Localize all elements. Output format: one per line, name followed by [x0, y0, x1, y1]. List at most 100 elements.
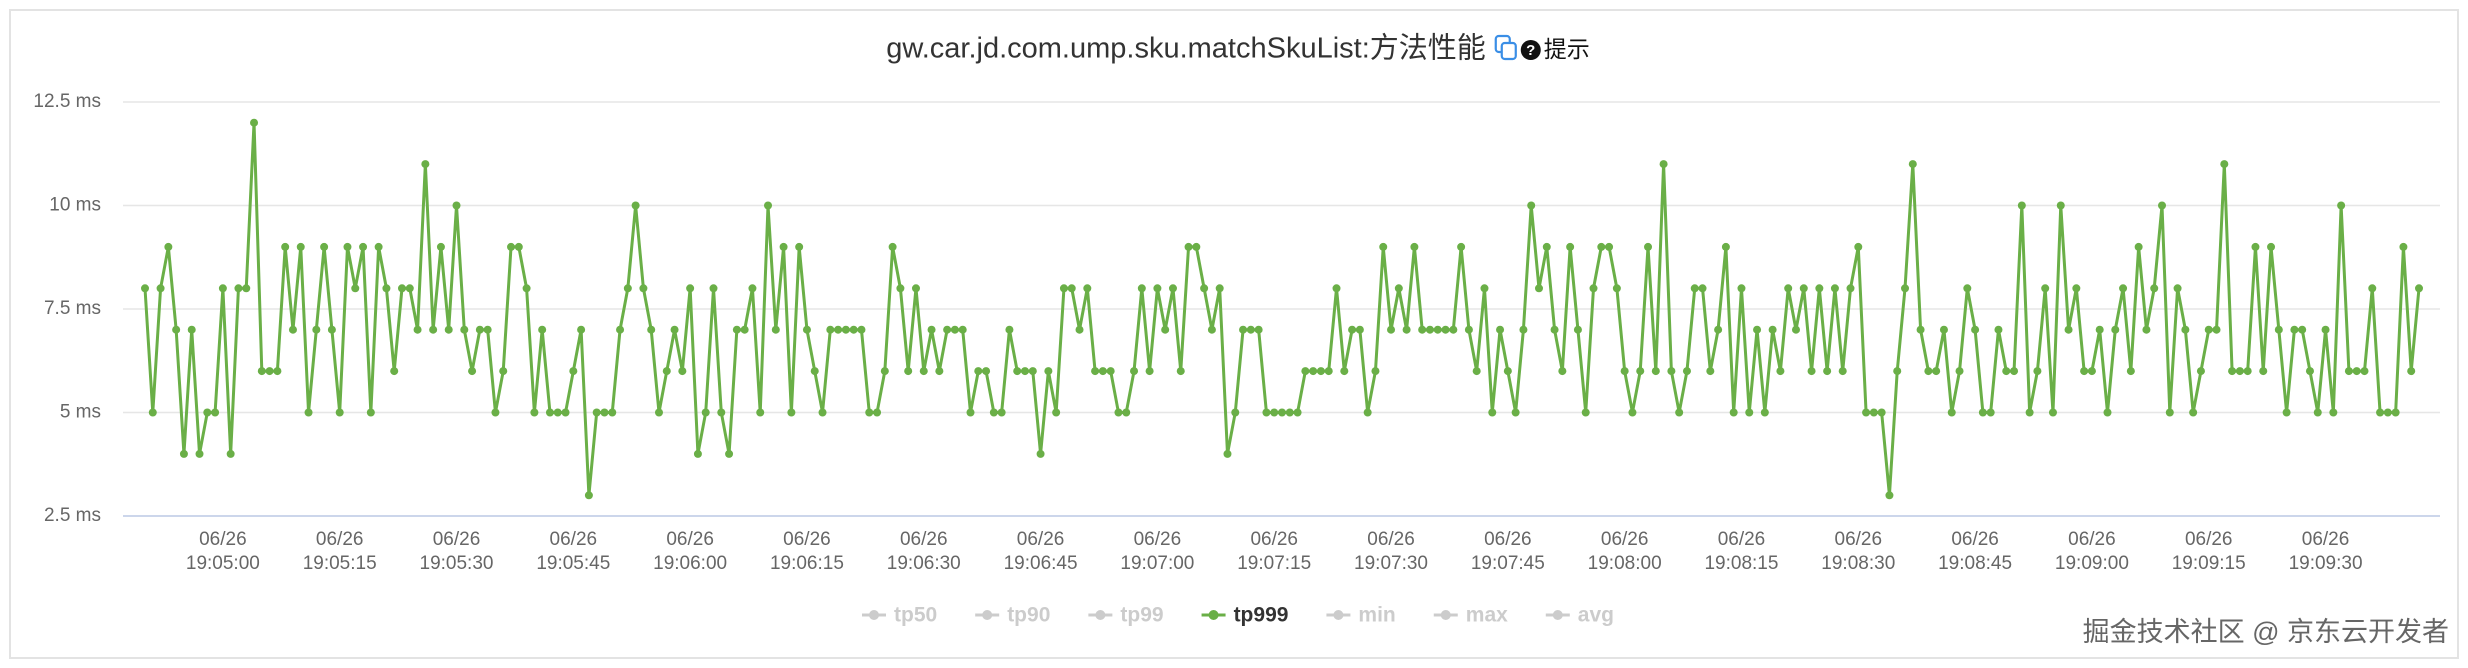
help-icon[interactable] [1520, 40, 1541, 60]
data-point [2134, 242, 2143, 251]
data-point [943, 325, 952, 334]
data-point [1901, 284, 1910, 293]
data-point [1192, 242, 1201, 251]
data-point [1013, 367, 1022, 376]
x-tick-label: 06/26 [900, 529, 948, 550]
x-tick-label: 06/26 [1718, 529, 1766, 550]
hint-label[interactable]: 提示 [1544, 36, 1590, 62]
data-point [2126, 367, 2135, 376]
data-point [623, 284, 632, 293]
legend-item[interactable]: tp50 [862, 604, 937, 627]
x-tick-label: 06/26 [783, 529, 831, 550]
y-tick-label: 12.5 ms [33, 91, 101, 112]
data-point [226, 449, 235, 458]
data-point [795, 242, 804, 251]
x-tick-label: 19:06:30 [887, 553, 961, 574]
data-point [1083, 284, 1092, 293]
data-point [1472, 367, 1481, 376]
data-point [522, 284, 531, 293]
legend-item[interactable]: tp999 [1201, 604, 1289, 627]
x-tick-label: 06/26 [199, 529, 247, 550]
data-point [2010, 367, 2019, 376]
legend-item[interactable]: tp99 [1088, 604, 1164, 627]
legend-item[interactable]: min [1326, 604, 1396, 627]
x-tick-label: 19:08:45 [1938, 553, 2012, 574]
data-point [1760, 408, 1769, 417]
data-point [2103, 408, 2112, 417]
x-tick-label: 19:06:45 [1004, 553, 1078, 574]
data-point [2087, 367, 2096, 376]
data-point [545, 408, 554, 417]
data-point [1067, 284, 1076, 293]
data-point [787, 408, 796, 417]
data-point [429, 325, 438, 334]
data-point [2376, 408, 2385, 417]
data-point [1200, 284, 1209, 293]
data-point [1137, 284, 1146, 293]
x-tick-label: 06/26 [1017, 529, 1065, 550]
data-point [1667, 367, 1676, 376]
data-point [826, 325, 835, 334]
data-point [1270, 408, 1279, 417]
x-tick-label: 06/26 [1835, 529, 1883, 550]
x-tick-label: 06/26 [2302, 529, 2350, 550]
data-point [631, 201, 640, 210]
data-point [616, 325, 625, 334]
data-point [2391, 408, 2400, 417]
legend-label: tp999 [1234, 604, 1289, 627]
data-point [779, 242, 788, 251]
data-point [1215, 284, 1224, 293]
data-point [1394, 284, 1403, 293]
data-point [2329, 408, 2338, 417]
data-point [771, 325, 780, 334]
data-point [678, 367, 687, 376]
data-point [1527, 201, 1536, 210]
data-point [1644, 242, 1653, 251]
data-point [553, 408, 562, 417]
data-point [460, 325, 469, 334]
data-point [982, 367, 991, 376]
data-point [1332, 284, 1341, 293]
data-point [2337, 201, 2346, 210]
x-tick-label: 06/26 [316, 529, 364, 550]
data-point [1714, 325, 1723, 334]
chart-title: gw.car.jd.com.ump.sku.matchSkuList:方法性能 [886, 32, 1486, 65]
watermark: 掘金技术社区 @ 京东云开发者 [2083, 617, 2449, 647]
data-point [2080, 367, 2089, 376]
data-point [2119, 284, 2128, 293]
data-point [1231, 408, 1240, 417]
legend-marker [982, 610, 993, 620]
legend-item[interactable]: tp90 [975, 604, 1050, 627]
x-tick-label: 06/26 [433, 529, 481, 550]
data-point [1971, 325, 1980, 334]
data-point [475, 325, 484, 334]
legend-item[interactable]: avg [1545, 604, 1614, 627]
data-point [1745, 408, 1754, 417]
data-point [164, 242, 173, 251]
data-point [1534, 284, 1543, 293]
x-tick-label: 19:06:15 [770, 553, 844, 574]
data-point [717, 408, 726, 417]
data-point [405, 284, 414, 293]
data-point [1425, 325, 1434, 334]
data-point [265, 367, 274, 376]
data-point [2220, 160, 2229, 169]
x-tick-label: 19:07:15 [1237, 553, 1311, 574]
legend-item[interactable]: max [1433, 604, 1508, 627]
data-point [1293, 408, 1302, 417]
data-point [2165, 408, 2174, 417]
data-point [1418, 325, 1427, 334]
data-point [1278, 408, 1286, 417]
data-point [514, 242, 523, 251]
data-point [1457, 242, 1466, 251]
legend-label: tp90 [1007, 604, 1050, 627]
data-point [2235, 367, 2244, 376]
data-point [421, 160, 430, 169]
data-point [849, 325, 858, 334]
data-point [382, 284, 391, 293]
title-icons: ? 提示 [1494, 34, 1590, 62]
data-point [1239, 325, 1248, 334]
data-point [2017, 201, 2026, 210]
data-point [1869, 408, 1878, 417]
data-point [1340, 367, 1349, 376]
